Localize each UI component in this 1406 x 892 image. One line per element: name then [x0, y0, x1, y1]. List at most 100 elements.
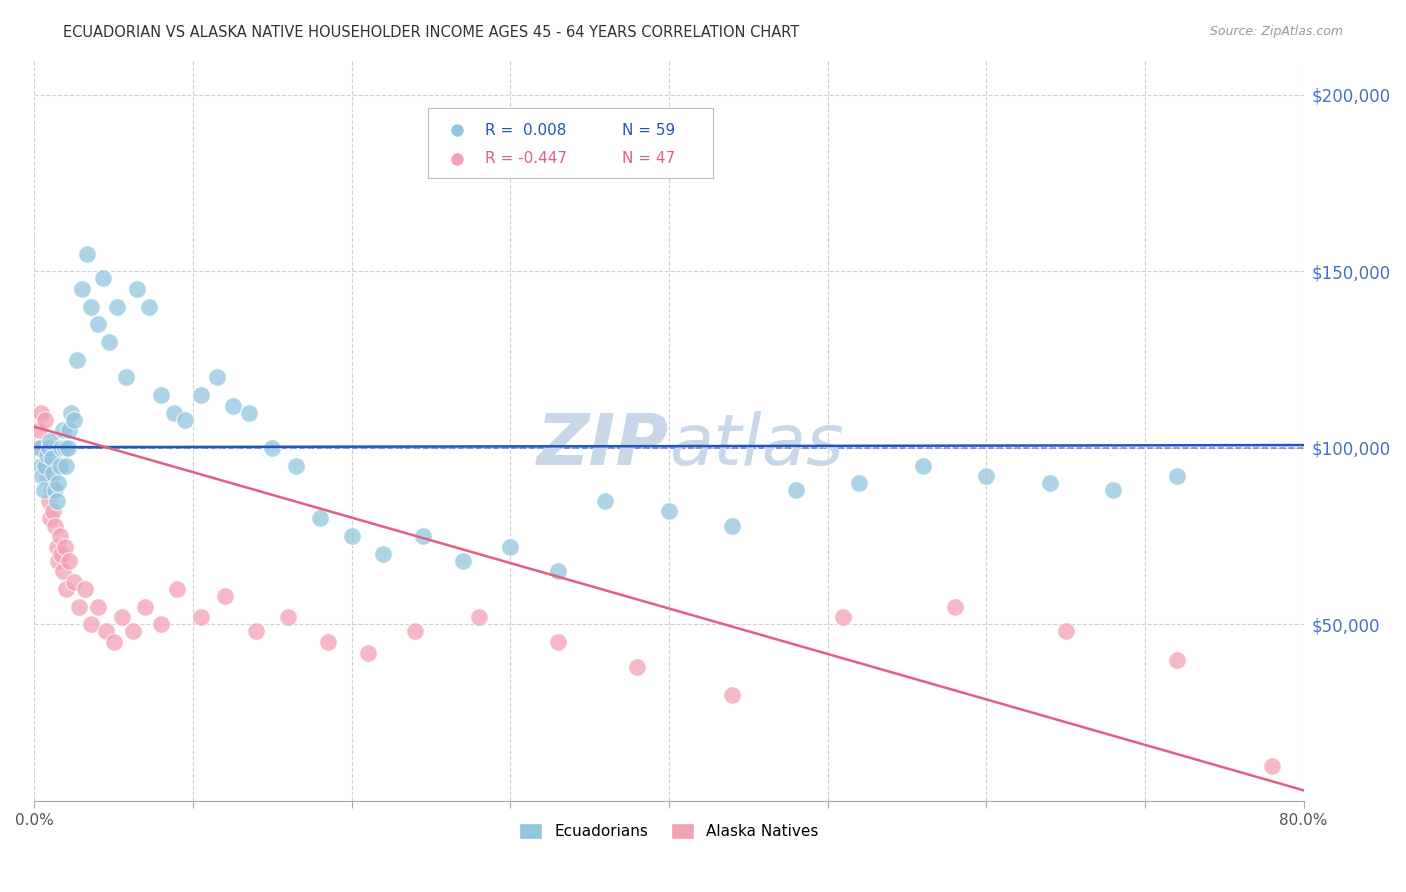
Point	[1102, 483, 1125, 498]
Point	[35, 469, 58, 483]
Point	[59, 406, 82, 420]
Point	[412, 529, 434, 543]
Point	[547, 635, 569, 649]
Point	[138, 300, 160, 314]
Point	[658, 504, 681, 518]
Point	[91, 271, 114, 285]
Point	[46, 554, 69, 568]
Point	[56, 441, 79, 455]
Point	[70, 282, 93, 296]
Point	[87, 599, 110, 614]
Point	[52, 423, 75, 437]
Point	[721, 518, 744, 533]
FancyBboxPatch shape	[427, 108, 713, 178]
Point	[44, 483, 66, 498]
Point	[53, 441, 76, 455]
Point	[499, 540, 522, 554]
Point	[32, 483, 55, 498]
Point	[51, 441, 73, 455]
Point	[67, 599, 90, 614]
Point	[45, 540, 67, 554]
Point	[316, 635, 339, 649]
Point	[115, 370, 138, 384]
Point	[94, 624, 117, 639]
Point	[63, 412, 86, 426]
Point	[63, 574, 86, 589]
Point	[53, 540, 76, 554]
Point	[30, 458, 52, 473]
Point	[166, 582, 188, 596]
Text: N = 47: N = 47	[621, 152, 675, 166]
Point	[34, 458, 56, 473]
Point	[238, 406, 260, 420]
Point	[28, 423, 51, 437]
Point	[38, 441, 60, 455]
Point	[373, 547, 395, 561]
Point	[41, 451, 63, 466]
Point	[467, 610, 489, 624]
Point	[356, 646, 378, 660]
Point	[52, 565, 75, 579]
Point	[111, 610, 134, 624]
Point	[76, 246, 98, 260]
Point	[58, 423, 80, 437]
Point	[832, 610, 855, 624]
Point	[105, 300, 128, 314]
Point	[51, 547, 73, 561]
Point	[626, 659, 648, 673]
Point	[205, 370, 228, 384]
Point	[150, 617, 173, 632]
Text: atlas: atlas	[669, 410, 844, 480]
Point	[127, 282, 149, 296]
Point	[547, 565, 569, 579]
Point	[848, 476, 870, 491]
Legend: Ecuadorians, Alaska Natives: Ecuadorians, Alaska Natives	[513, 817, 825, 845]
Text: Source: ZipAtlas.com: Source: ZipAtlas.com	[1209, 25, 1343, 38]
Point	[340, 529, 363, 543]
Point	[49, 458, 72, 473]
Point	[214, 589, 236, 603]
Point	[87, 318, 110, 332]
Point	[277, 610, 299, 624]
Point	[1039, 476, 1062, 491]
Point	[39, 511, 62, 525]
Point	[595, 493, 617, 508]
Point	[44, 518, 66, 533]
Point	[190, 610, 212, 624]
Point	[262, 441, 284, 455]
Point	[974, 469, 997, 483]
Point	[174, 412, 197, 426]
Point	[46, 476, 69, 491]
Point	[285, 458, 308, 473]
Point	[42, 504, 65, 518]
Text: R =  0.008: R = 0.008	[485, 123, 567, 138]
Point	[721, 688, 744, 702]
Point	[190, 388, 212, 402]
Point	[163, 406, 186, 420]
Text: N = 59: N = 59	[621, 123, 675, 138]
Point	[943, 599, 966, 614]
Point	[28, 441, 51, 455]
Point	[134, 599, 156, 614]
Text: R = -0.447: R = -0.447	[485, 152, 567, 166]
Point	[75, 582, 97, 596]
Point	[31, 441, 53, 455]
Text: ZIP: ZIP	[537, 410, 669, 480]
Point	[49, 529, 72, 543]
Point	[404, 624, 426, 639]
Point	[551, 794, 574, 808]
Point	[35, 448, 58, 462]
Point	[451, 554, 474, 568]
Point	[34, 412, 56, 426]
Point	[1166, 653, 1188, 667]
Point	[309, 511, 332, 525]
Point	[551, 794, 574, 808]
Point	[32, 458, 55, 473]
Point	[97, 334, 120, 349]
Point	[55, 458, 77, 473]
Point	[221, 399, 243, 413]
Point	[785, 483, 807, 498]
Point	[39, 434, 62, 448]
Point	[58, 554, 80, 568]
Point	[45, 493, 67, 508]
